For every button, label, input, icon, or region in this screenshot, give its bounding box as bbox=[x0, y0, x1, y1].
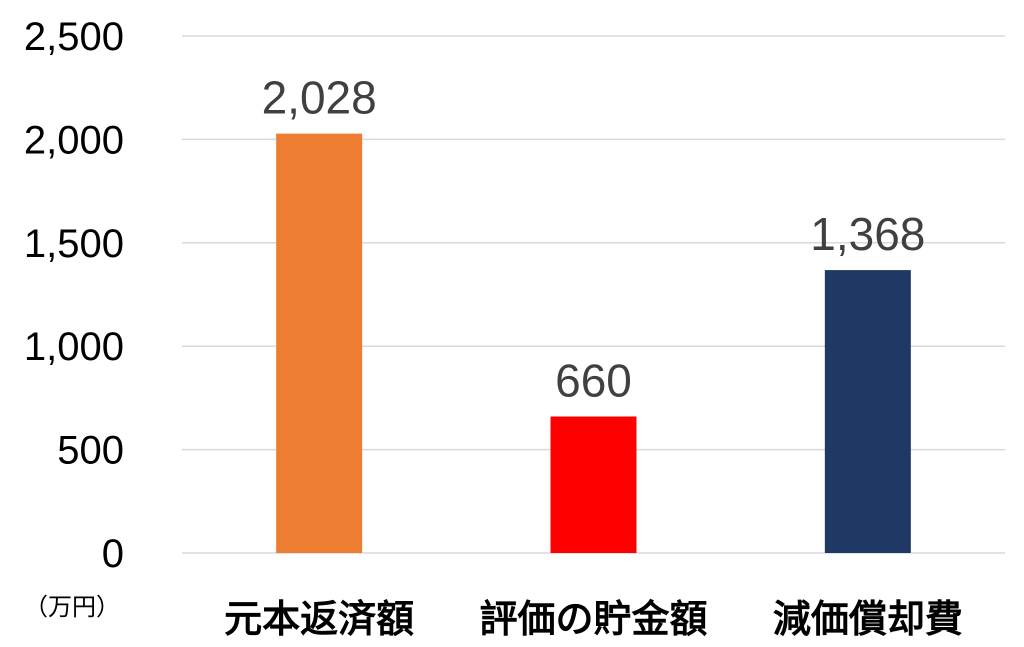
y-tick-label: 1,000 bbox=[24, 325, 124, 369]
x-axis-category-labels: 元本返済額 評価の貯金額 減価償却費 bbox=[224, 597, 963, 641]
bars bbox=[276, 133, 911, 553]
bar-value-label: 2,028 bbox=[262, 72, 377, 124]
y-tick-label: 2,500 bbox=[24, 15, 124, 59]
category-label: 評価の貯金額 bbox=[479, 597, 707, 641]
data-labels: 2,028 660 1,368 bbox=[262, 72, 926, 407]
y-axis-unit-label: （万円） bbox=[24, 593, 120, 621]
bar-value-label: 660 bbox=[555, 355, 632, 407]
y-axis-tick-labels: 0 500 1,000 1,500 2,000 2,500 bbox=[24, 15, 124, 576]
category-label: 元本返済額 bbox=[224, 597, 414, 641]
bar bbox=[824, 270, 911, 553]
category-label: 減価償却費 bbox=[773, 597, 963, 641]
bar-value-label: 1,368 bbox=[810, 208, 925, 260]
y-tick-label: 0 bbox=[102, 532, 124, 576]
y-tick-label: 500 bbox=[57, 429, 124, 473]
y-tick-label: 1,500 bbox=[24, 222, 124, 266]
bar bbox=[550, 416, 637, 553]
y-tick-label: 2,000 bbox=[24, 118, 124, 162]
bar bbox=[276, 133, 363, 553]
